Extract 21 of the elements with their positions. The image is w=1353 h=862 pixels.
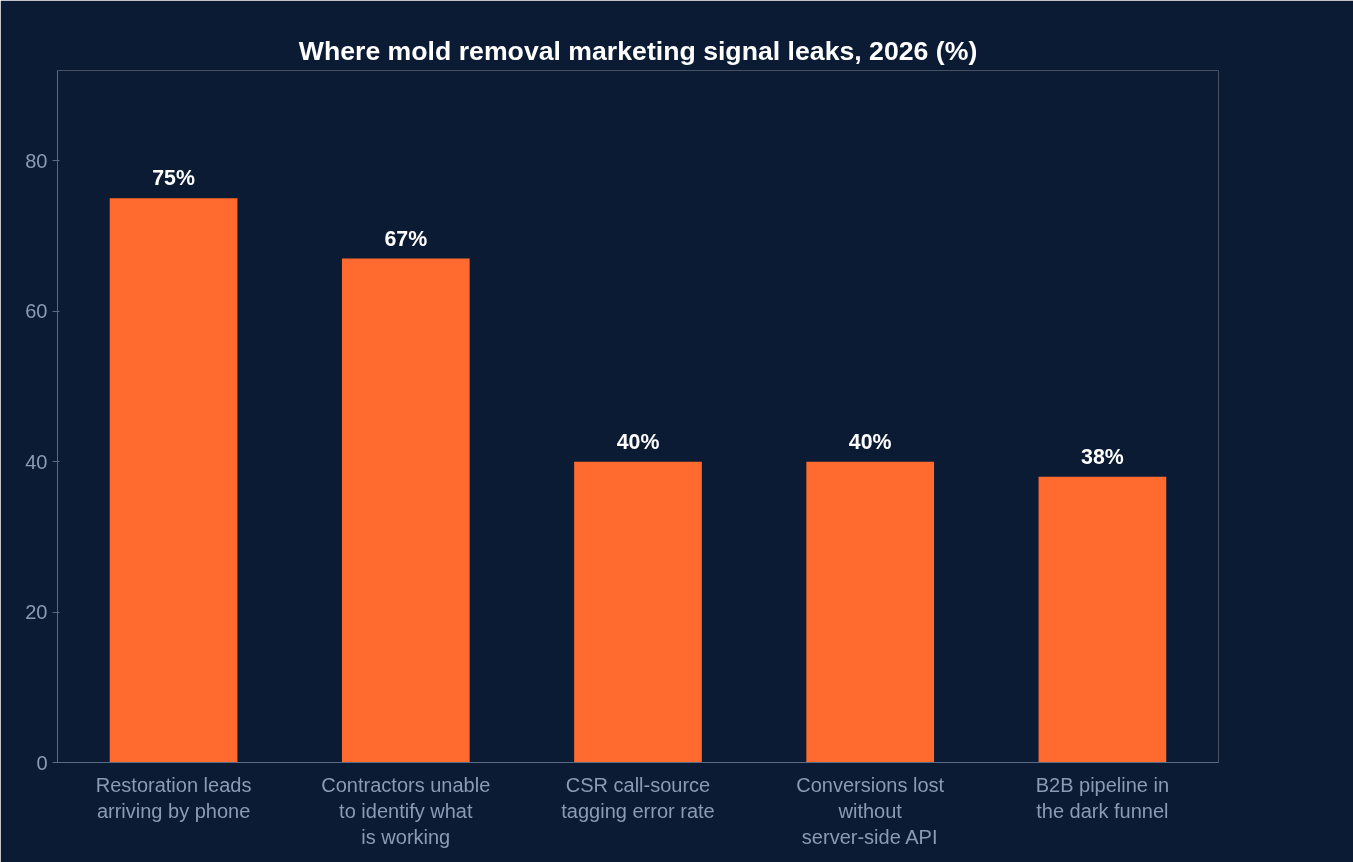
- bar: [574, 461, 702, 763]
- x-tick-label: Contractors unable to identify what is working: [321, 773, 491, 849]
- data-label: 40%: [848, 429, 892, 454]
- x-tick-label: CSR call-source tagging error rate: [561, 773, 715, 822]
- y-tick-label: 40: [25, 450, 48, 473]
- y-tick-label: 80: [25, 149, 48, 172]
- y-tick-label: 0: [36, 751, 48, 774]
- y-tick-label: 20: [25, 601, 48, 624]
- data-label: 40%: [616, 429, 660, 454]
- data-label: 75%: [152, 166, 195, 191]
- data-label: 38%: [1081, 444, 1124, 469]
- x-tick-label: B2B pipeline in the dark funnel: [1035, 773, 1170, 822]
- x-tick-label: Restoration leads arriving by phone: [95, 773, 252, 822]
- y-tick-label: 60: [25, 300, 48, 323]
- x-tick-label: Conversions lost without server-side API: [796, 773, 945, 849]
- bar: [341, 258, 470, 763]
- bar: [1038, 476, 1167, 763]
- bar: [806, 461, 935, 763]
- data-label: 67%: [384, 226, 428, 251]
- chart-title: Where mold removal marketing signal leaks, 2026 (%): [298, 35, 978, 66]
- bar: [109, 198, 238, 763]
